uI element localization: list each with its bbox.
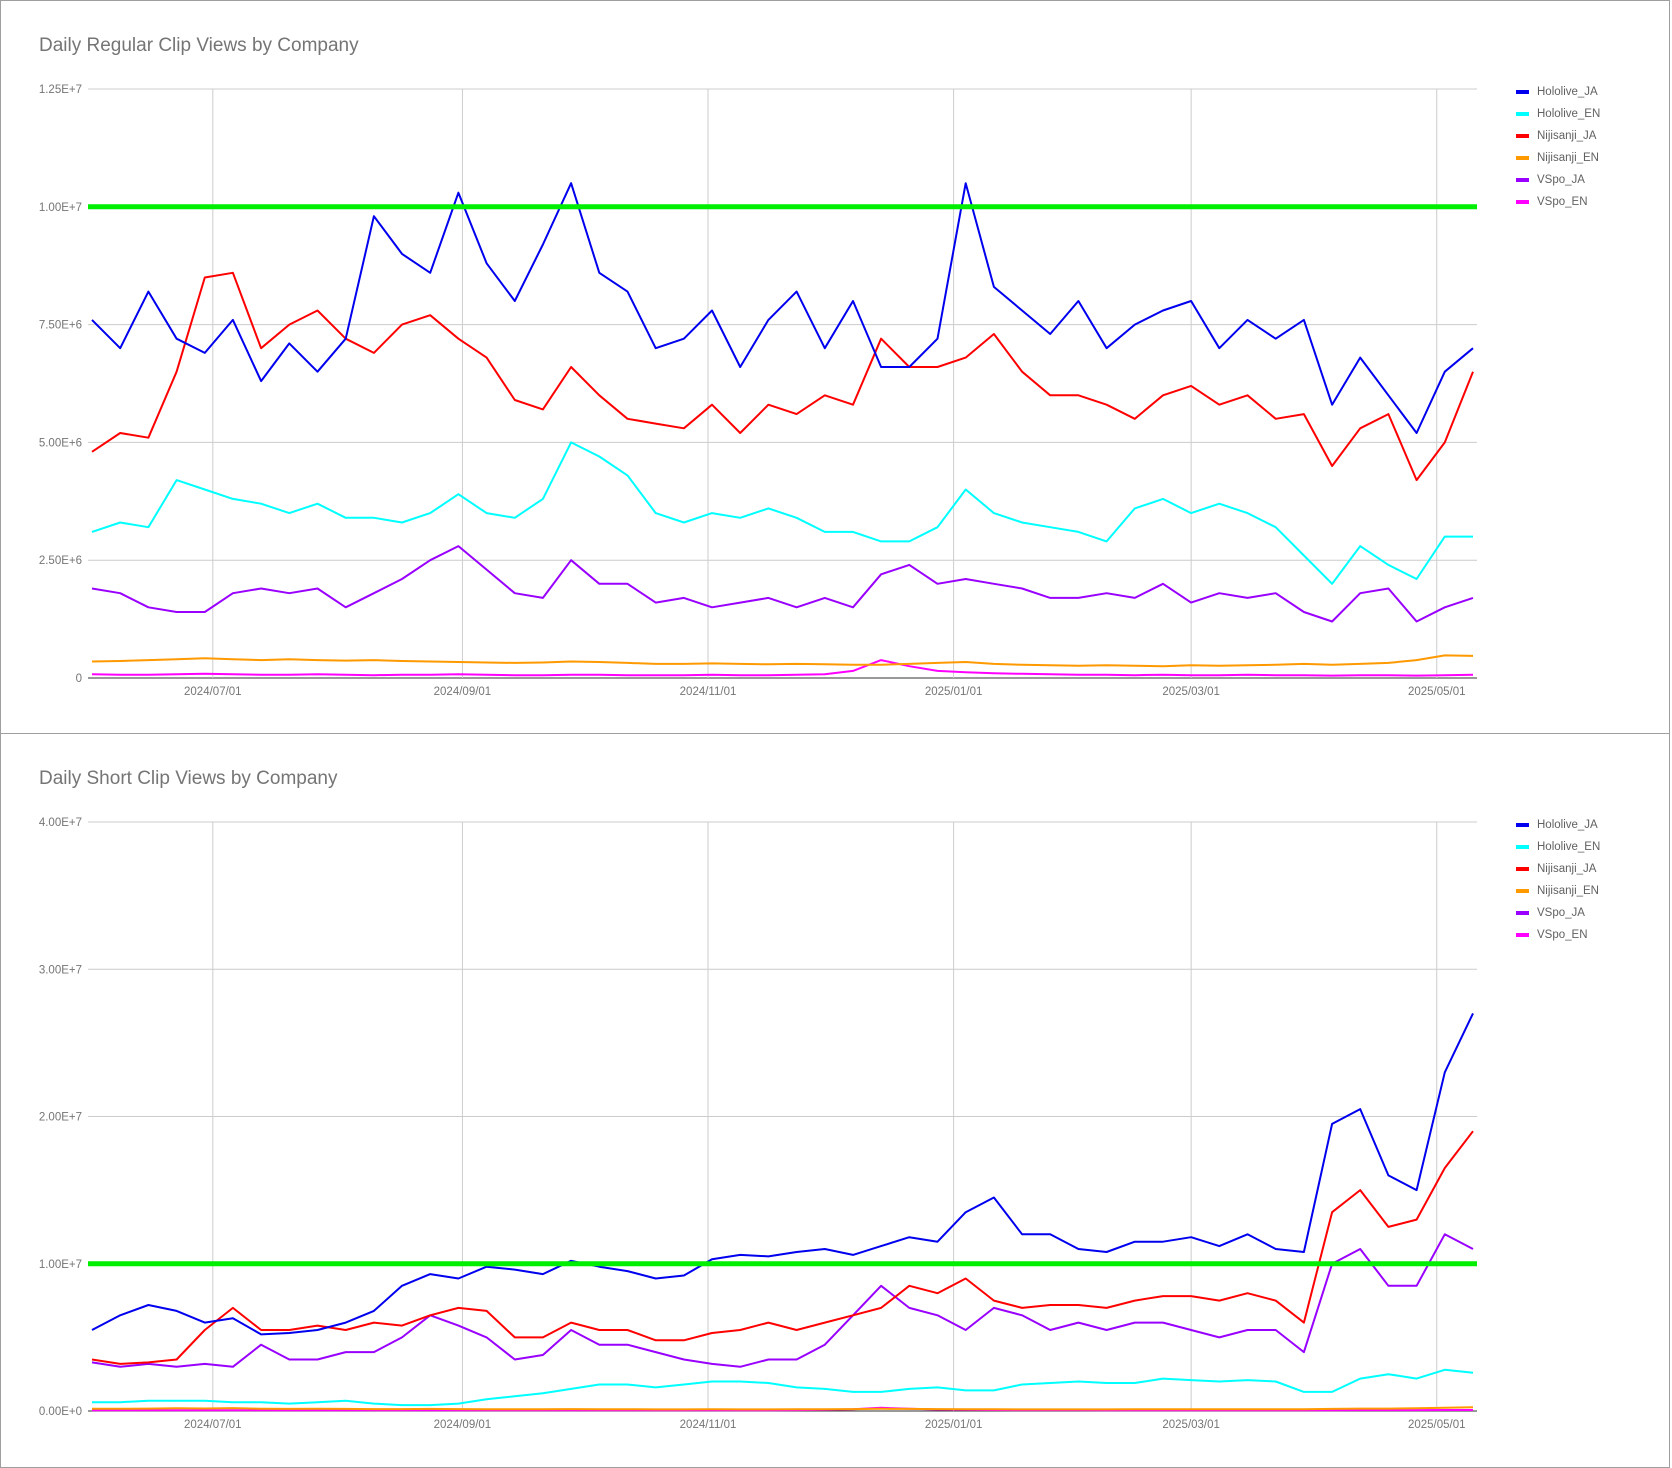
legend-swatch <box>1516 867 1529 871</box>
y-tick-label: 0 <box>76 673 82 685</box>
chart-legend: Hololive_JA Hololive_EN Nijisanji_JA Nijisa… <box>1516 814 1600 946</box>
legend-swatch <box>1516 134 1529 138</box>
legend-swatch <box>1516 178 1529 182</box>
series-line-nijisanji-ja <box>91 271 1474 482</box>
series-line-vspo-en <box>91 659 1474 677</box>
series-line-nijisanji-en <box>91 654 1474 668</box>
legend-label: Hololive_EN <box>1537 841 1601 853</box>
legend-label: Hololive_EN <box>1537 108 1601 120</box>
x-tick-label: 2024/11/01 <box>680 1419 737 1431</box>
legend-item[interactable]: Nijisanji_JA <box>1516 125 1600 147</box>
y-tick-label: 4.00E+7 <box>39 817 82 829</box>
y-tick-label: 3.00E+7 <box>39 964 82 976</box>
x-tick-label: 2025/05/01 <box>1408 686 1466 698</box>
y-tick-label: 7.50E+6 <box>39 320 82 332</box>
legend-label: Hololive_JA <box>1537 86 1598 98</box>
y-tick-label: 0.00E+0 <box>39 1406 82 1418</box>
legend-label: VSpo_EN <box>1537 929 1588 941</box>
short-clip-views-chart-panel: Daily Short Clip Views by Company 0.00E+… <box>0 733 1670 1468</box>
legend-item[interactable]: Hololive_EN <box>1516 836 1600 858</box>
chart-legend: Hololive_JA Hololive_EN Nijisanji_JA Nijisa… <box>1516 81 1600 213</box>
x-tick-label: 2025/01/01 <box>925 686 983 698</box>
legend-label: Nijisanji_EN <box>1537 152 1599 164</box>
y-tick-label: 1.00E+7 <box>39 202 82 214</box>
legend-swatch <box>1516 200 1529 204</box>
legend-item[interactable]: VSpo_JA <box>1516 902 1600 924</box>
regular-clip-views-chart-panel: Daily Regular Clip Views by Company 0 2.5… <box>0 0 1670 734</box>
legend-item[interactable]: VSpo_EN <box>1516 924 1600 946</box>
chart-title: Daily Short Clip Views by Company <box>39 768 338 789</box>
legend-swatch <box>1516 112 1529 116</box>
x-tick-label: 2025/03/01 <box>1162 1419 1220 1431</box>
legend-label: Hololive_JA <box>1537 819 1598 831</box>
x-tick-label: 2024/07/01 <box>184 1419 242 1431</box>
x-tick-label: 2024/11/01 <box>680 686 737 698</box>
legend-swatch <box>1516 156 1529 160</box>
legend-swatch <box>1516 889 1529 893</box>
legend-label: Nijisanji_JA <box>1537 863 1597 875</box>
legend-item[interactable]: Hololive_JA <box>1516 81 1600 103</box>
legend-label: Nijisanji_EN <box>1537 885 1599 897</box>
series-line-nijisanji-ja <box>91 1130 1474 1365</box>
series-line-hololive-en <box>92 1368 1474 1407</box>
series-line-hololive-ja <box>91 1012 1474 1336</box>
legend-label: VSpo_EN <box>1537 196 1588 208</box>
y-tick-label: 2.00E+7 <box>39 1112 82 1124</box>
legend-swatch <box>1516 845 1529 849</box>
legend-item[interactable]: VSpo_EN <box>1516 191 1600 213</box>
legend-swatch <box>1516 911 1529 915</box>
x-tick-label: 2025/03/01 <box>1162 686 1220 698</box>
series-line-hololive-ja <box>91 182 1474 434</box>
x-tick-label: 2024/09/01 <box>434 686 492 698</box>
x-tick-label: 2025/05/01 <box>1408 1419 1466 1431</box>
legend-swatch <box>1516 933 1529 937</box>
legend-item[interactable]: Nijisanji_EN <box>1516 147 1600 169</box>
x-tick-label: 2025/01/01 <box>925 1419 983 1431</box>
legend-item[interactable]: Hololive_EN <box>1516 103 1600 125</box>
series-line-hololive-en <box>91 441 1473 585</box>
x-tick-label: 2024/07/01 <box>184 686 242 698</box>
legend-label: Nijisanji_JA <box>1537 130 1597 142</box>
y-tick-label: 1.25E+7 <box>39 84 82 96</box>
legend-swatch <box>1516 823 1529 827</box>
legend-label: VSpo_JA <box>1537 174 1585 186</box>
series-line-vspo-ja <box>91 545 1474 623</box>
series-line-vspo-ja <box>91 1233 1474 1368</box>
regular-clip-views-plot: 0 2.50E+6 5.00E+6 7.50E+6 1.00E+7 1.25E+7 2024… <box>39 84 1477 698</box>
legend-item[interactable]: Nijisanji_JA <box>1516 858 1600 880</box>
chart-title: Daily Regular Clip Views by Company <box>39 35 359 56</box>
x-tick-label: 2024/09/01 <box>434 1419 492 1431</box>
legend-label: VSpo_JA <box>1537 907 1585 919</box>
legend-swatch <box>1516 90 1529 94</box>
legend-item[interactable]: Hololive_JA <box>1516 814 1600 836</box>
y-tick-label: 1.00E+7 <box>39 1259 82 1271</box>
series-line-nijisanji-en <box>92 1406 1474 1411</box>
y-tick-label: 5.00E+6 <box>39 437 82 449</box>
legend-item[interactable]: VSpo_JA <box>1516 169 1600 191</box>
y-tick-label: 2.50E+6 <box>39 555 82 567</box>
short-clip-views-plot: 0.00E+0 1.00E+7 2.00E+7 3.00E+7 4.00E+7 2024/… <box>39 817 1477 1431</box>
legend-item[interactable]: Nijisanji_EN <box>1516 880 1600 902</box>
